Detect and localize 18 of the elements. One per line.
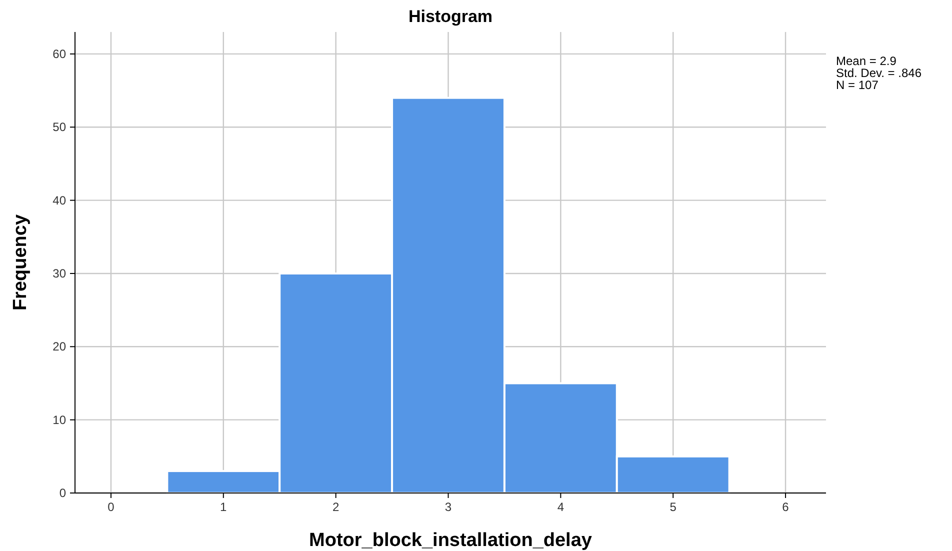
- x-tick-label: 5: [670, 500, 677, 514]
- y-tick-label: 50: [52, 120, 66, 134]
- x-tick-label: 6: [782, 500, 790, 514]
- y-tick-label: 30: [52, 266, 66, 280]
- y-axis-title: Frequency: [10, 214, 31, 311]
- x-axis-title: Motor_block_installation_delay: [309, 530, 592, 551]
- x-tick-label: 3: [444, 500, 452, 514]
- chart-title: Histogram: [408, 7, 493, 26]
- x-tick-label: 1: [220, 500, 228, 514]
- y-tick-label: 60: [52, 46, 66, 61]
- x-tick-label: 2: [332, 500, 340, 514]
- y-tick-label: 20: [52, 340, 66, 354]
- x-tick-label: 0: [108, 500, 115, 514]
- y-tick-label: 10: [52, 412, 66, 427]
- x-tick-label: 4: [557, 500, 564, 514]
- text: Mean = 2.9 Std. Dev. = .846 N = 107: [836, 54, 922, 92]
- y-tick-label: 40: [52, 193, 66, 208]
- y-tick-label: 0: [59, 486, 66, 500]
